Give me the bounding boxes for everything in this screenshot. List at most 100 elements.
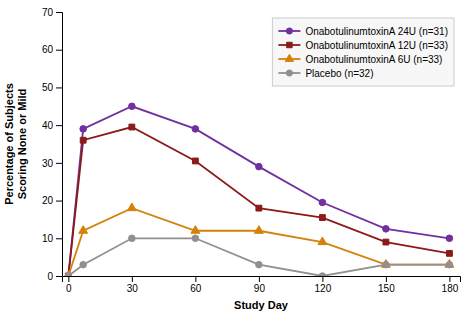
series-point bbox=[319, 215, 325, 221]
tick-label: 30 bbox=[127, 283, 139, 294]
tick-label: 0 bbox=[66, 283, 72, 294]
legend-marker bbox=[286, 70, 292, 76]
series-point bbox=[446, 261, 453, 268]
tick-mark bbox=[56, 87, 62, 88]
x-axis-title: Study Day bbox=[234, 299, 289, 311]
tick: 40 bbox=[42, 120, 62, 131]
tick-label: 70 bbox=[42, 7, 54, 18]
series-line bbox=[68, 127, 449, 276]
tick-label: 120 bbox=[315, 283, 332, 294]
series-point bbox=[129, 235, 136, 242]
tick: 0 bbox=[66, 276, 72, 294]
tick-label: 50 bbox=[42, 82, 54, 93]
plot-area bbox=[64, 103, 454, 276]
tick: 70 bbox=[42, 7, 62, 18]
y-axis-title: Percentage of SubjectsScoring None or Mi… bbox=[3, 83, 28, 205]
tick-label: 40 bbox=[42, 120, 54, 131]
series-point bbox=[129, 124, 135, 130]
tick-mark bbox=[449, 276, 450, 282]
tick-mark bbox=[259, 276, 260, 282]
series-point bbox=[318, 237, 327, 245]
series-point bbox=[383, 261, 390, 268]
series-line bbox=[68, 106, 449, 276]
tick-label: 90 bbox=[254, 283, 266, 294]
series-point bbox=[256, 163, 263, 170]
series-point bbox=[80, 126, 87, 133]
legend-item: Placebo (n=32) bbox=[278, 68, 373, 79]
chart: 0 30 60 90 120 150 180 0 10 20 30 40 50 60 70 Study Day… bbox=[0, 0, 474, 314]
tick-label: 60 bbox=[190, 283, 202, 294]
tick-mark bbox=[195, 276, 196, 282]
legend-item: OnabotulinumtoxinA 12U (n=33) bbox=[278, 40, 448, 51]
y-axis-title-line: Scoring None or Mild bbox=[16, 89, 28, 200]
tick-mark bbox=[56, 163, 62, 164]
series-point bbox=[129, 103, 136, 110]
legend-label: OnabotulinumtoxinA 6U (n=33) bbox=[305, 54, 442, 65]
series-point bbox=[319, 199, 326, 206]
series-point bbox=[383, 239, 389, 245]
legend-marker bbox=[287, 42, 292, 47]
tick-mark bbox=[56, 50, 62, 51]
series-line bbox=[68, 238, 449, 276]
y-axis: 0 10 20 30 40 50 60 70 bbox=[42, 7, 63, 282]
series-line bbox=[68, 208, 449, 276]
series-point bbox=[446, 250, 452, 256]
series-point bbox=[445, 260, 454, 268]
series-point bbox=[256, 205, 262, 211]
series-point bbox=[192, 235, 199, 242]
legend-marker bbox=[285, 54, 293, 61]
legend-item: OnabotulinumtoxinA 24U (n=31) bbox=[278, 26, 448, 37]
series-point bbox=[192, 126, 199, 133]
tick-mark bbox=[56, 12, 62, 13]
tick-label: 30 bbox=[42, 158, 54, 169]
series-point bbox=[381, 260, 390, 268]
tick-label: 0 bbox=[47, 271, 53, 282]
series-point bbox=[80, 261, 87, 268]
tick: 0 bbox=[47, 271, 62, 282]
tick-label: 10 bbox=[42, 233, 54, 244]
legend-box bbox=[272, 18, 454, 86]
legend-label: Placebo (n=32) bbox=[305, 68, 373, 79]
series-point bbox=[319, 273, 326, 276]
series-point bbox=[65, 273, 71, 276]
series-point bbox=[256, 261, 263, 268]
tick: 150 bbox=[378, 276, 395, 294]
series-point bbox=[65, 273, 72, 276]
y-axis-title-line: Percentage of Subjects bbox=[3, 83, 15, 205]
series-point bbox=[80, 137, 86, 143]
legend-marker bbox=[286, 28, 292, 34]
tick-mark bbox=[56, 125, 62, 126]
series-point bbox=[79, 226, 88, 234]
tick: 20 bbox=[42, 195, 62, 206]
legend-item: OnabotulinumtoxinA 6U (n=33) bbox=[278, 54, 442, 65]
series-point bbox=[192, 158, 198, 164]
tick: 180 bbox=[442, 276, 459, 294]
tick-mark bbox=[68, 276, 69, 282]
legend-label: OnabotulinumtoxinA 12U (n=33) bbox=[305, 40, 448, 51]
series-point bbox=[191, 226, 200, 234]
series-point bbox=[65, 273, 72, 276]
tick: 10 bbox=[42, 233, 62, 244]
series-point bbox=[127, 203, 136, 211]
legend: OnabotulinumtoxinA 24U (n=31) Onabotulinu… bbox=[272, 18, 454, 86]
tick-mark bbox=[56, 238, 62, 239]
tick: 30 bbox=[42, 158, 62, 169]
tick-label: 180 bbox=[442, 283, 459, 294]
tick-mark bbox=[322, 276, 323, 282]
tick: 50 bbox=[42, 82, 62, 93]
tick-mark bbox=[386, 276, 387, 282]
tick-mark bbox=[56, 276, 62, 277]
tick: 120 bbox=[315, 276, 332, 294]
tick-mark bbox=[56, 201, 62, 202]
tick-label: 60 bbox=[42, 44, 54, 55]
x-axis-line bbox=[63, 277, 461, 283]
tick: 60 bbox=[190, 276, 202, 294]
y-axis-line bbox=[56, 13, 63, 277]
x-axis: 0 30 60 90 120 150 180 bbox=[63, 276, 461, 294]
series-point bbox=[254, 226, 263, 234]
tick: 90 bbox=[254, 276, 266, 294]
series-point bbox=[446, 235, 453, 242]
tick: 30 bbox=[127, 276, 139, 294]
tick-label: 150 bbox=[378, 283, 395, 294]
series-point bbox=[383, 226, 390, 233]
